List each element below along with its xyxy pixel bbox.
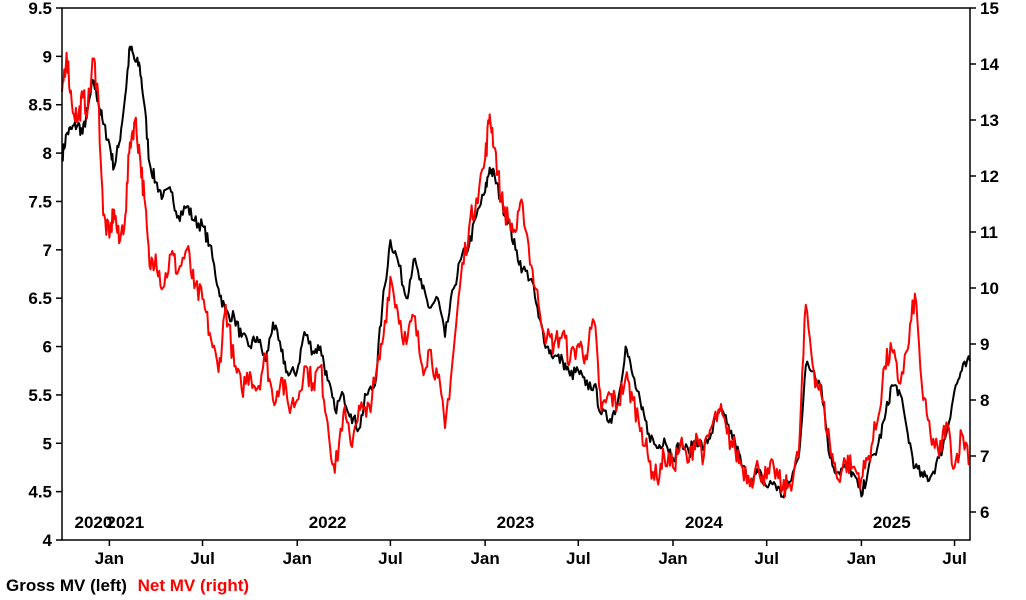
net-mv-line <box>61 51 971 498</box>
left-tick-label: 9.5 <box>28 0 52 18</box>
right-tick-label: 15 <box>980 0 999 18</box>
right-tick-label: 7 <box>980 447 989 466</box>
axis-labels: 9.5 9 8.5 8 7.5 7 6.5 6 5.5 5 4.5 4 15 14 13 12 11 10 9 8 7 6… <box>28 0 999 568</box>
year-label: 2025 <box>873 513 911 532</box>
x-tick-label: Jul <box>754 549 779 568</box>
x-tick-label: Jul <box>378 549 403 568</box>
left-tick-label: 8 <box>43 144 52 163</box>
left-tick-label: 4.5 <box>28 483 52 502</box>
right-tick-label: 8 <box>980 391 989 410</box>
left-tick-label: 6.5 <box>28 289 52 308</box>
left-tick-label: 4 <box>43 531 53 550</box>
x-tick-label: Jan <box>95 549 124 568</box>
x-tick-label: Jan <box>658 549 687 568</box>
right-tick-label: 6 <box>980 503 989 522</box>
axis-ticks <box>56 7 976 546</box>
left-tick-label: 5 <box>43 434 52 453</box>
plot-frame <box>61 7 971 541</box>
right-tick-label: 9 <box>980 335 989 354</box>
right-tick-label: 11 <box>980 223 998 242</box>
year-label: 2024 <box>685 513 723 532</box>
right-tick-label: 10 <box>980 279 999 298</box>
right-tick-label: 13 <box>980 111 999 130</box>
x-tick-label: Jul <box>942 549 967 568</box>
right-tick-label: 12 <box>980 167 999 186</box>
right-tick-label: 14 <box>980 55 999 74</box>
year-label: 2020 <box>74 513 112 532</box>
left-tick-label: 9 <box>43 47 52 66</box>
left-tick-label: 5.5 <box>28 386 52 405</box>
gross-mv-line <box>61 45 971 499</box>
left-tick-label: 7.5 <box>28 192 52 211</box>
year-label: 2023 <box>497 513 535 532</box>
series-lines <box>61 45 971 499</box>
legend-net-mv: Net MV (right) <box>137 576 250 595</box>
year-label: 2021 <box>106 513 144 532</box>
x-tick-label: Jan <box>847 549 876 568</box>
left-tick-label: 7 <box>43 241 52 260</box>
x-tick-label: Jan <box>470 549 499 568</box>
left-tick-label: 8.5 <box>28 96 52 115</box>
x-tick-label: Jul <box>190 549 215 568</box>
left-tick-label: 6 <box>43 338 52 357</box>
legend: Gross MV (left) Net MV (right) <box>6 576 255 596</box>
legend-gross-mv: Gross MV (left) <box>6 576 127 595</box>
x-tick-label: Jan <box>283 549 312 568</box>
year-label: 2022 <box>309 513 347 532</box>
x-tick-label: Jul <box>566 549 591 568</box>
